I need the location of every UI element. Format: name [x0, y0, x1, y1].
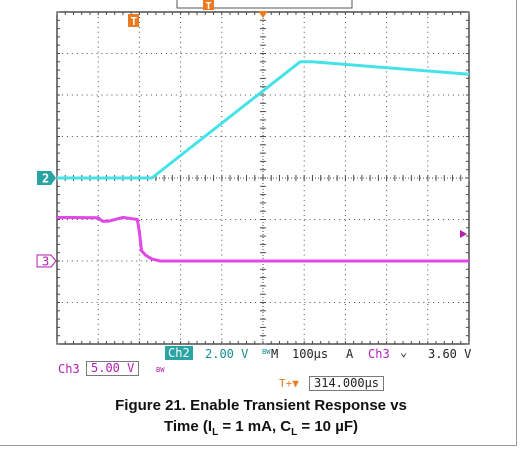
trace-ch3	[56, 215, 469, 263]
ch2-ground-arrow	[37, 171, 56, 185]
trigger-t-marker-top: T	[203, 0, 214, 12]
trigger-t-text-top: T	[206, 1, 212, 12]
ch3-volts-per-div: 5.00 V	[86, 361, 140, 376]
ch2-bw-icon: BW	[262, 348, 271, 356]
channel-marker-ch3: 3	[36, 254, 57, 269]
ch2-marker-label: 2	[42, 172, 49, 186]
top-readout-box	[176, 0, 353, 9]
figure-caption-line2: Time (IL = 1 mA, CL = 10 µF)	[0, 418, 522, 438]
trigger-level: 3.60 V	[428, 347, 472, 361]
trigger-position-arrow	[258, 11, 268, 18]
figure-caption-line1: Figure 21. Enable Transient Response vs	[115, 397, 407, 414]
traces	[56, 60, 470, 263]
channel-marker-ch2: 2	[37, 171, 56, 186]
trigger-t-box-left	[128, 14, 139, 27]
trigger-t-box-top	[203, 0, 214, 10]
ch2-volts-per-div: 2.00 V	[205, 347, 249, 361]
caption-sub-il: L	[212, 427, 219, 438]
trigger-position-value: 314.000µs	[309, 376, 385, 391]
ch3-bw-icon: BW	[156, 366, 165, 374]
ch3-ground-arrow	[36, 254, 57, 268]
ch3-label: Ch3	[58, 362, 80, 376]
caption-part-b: = 1 mA, C	[218, 418, 292, 435]
acquire-a-label: A	[346, 347, 354, 361]
trigger-channel: Ch3	[368, 347, 390, 361]
trigger-level-arrow	[460, 230, 467, 239]
caption-sub-cl: L	[291, 427, 298, 438]
caption-part-a: Time (I	[164, 418, 213, 435]
caption-part-c: = 10 µF)	[297, 418, 358, 435]
timebase-m-label: M	[271, 347, 279, 361]
trigger-t-text-left: T	[131, 15, 138, 28]
frame-right-border	[516, 0, 517, 445]
ch3-marker-label: 3	[42, 255, 49, 269]
trigger-slope-icon: ⌄	[400, 345, 408, 359]
trigger-position-icon: T+▼	[279, 377, 299, 390]
timebase-value: 100µs	[292, 347, 329, 361]
frame-bottom-border	[0, 445, 517, 446]
ch2-label-badge: Ch2	[165, 346, 193, 360]
markers: 2 3 T T	[36, 0, 467, 269]
trace-ch2	[57, 60, 470, 180]
trigger-t-marker-left: T	[128, 14, 139, 28]
